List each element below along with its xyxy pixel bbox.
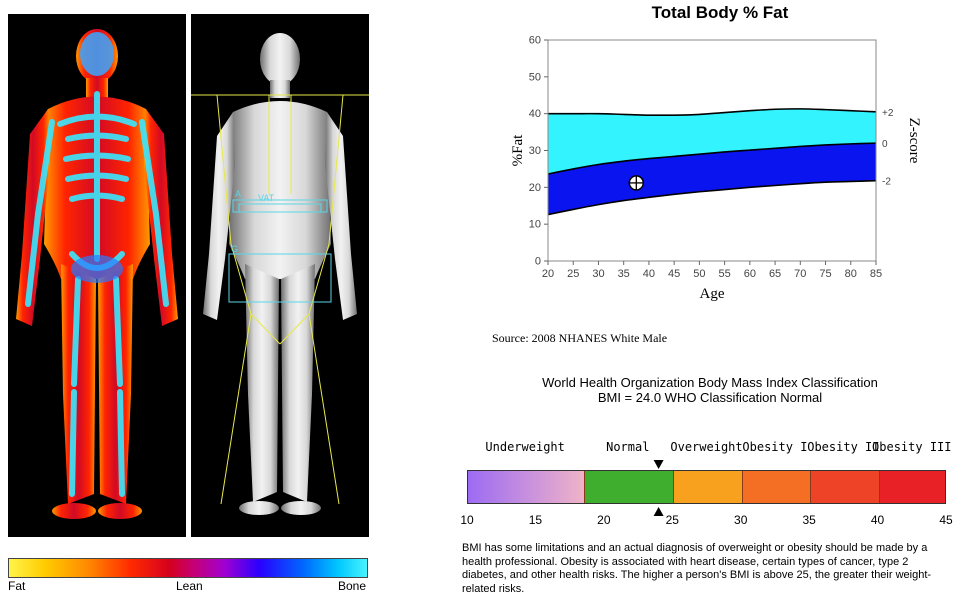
bmi-category-label: Obesity III: [872, 440, 952, 454]
bmi-category-label: Underweight: [485, 440, 565, 454]
bmi-category-label: Overweight: [670, 440, 743, 454]
bmi-note: BMI has some limitations and an actual d…: [462, 542, 932, 595]
x-tick-label: 25: [567, 268, 579, 280]
bmi-category-label: Obesity II: [807, 440, 880, 454]
chart-source: Source: 2008 NHANES White Male: [492, 331, 668, 345]
colorbar-label-bone: Bone: [338, 579, 367, 593]
bmi-scale-bar: [467, 470, 946, 504]
colorbar-label-lean: Lean: [176, 579, 203, 593]
series-line-plus2: [547, 108, 877, 117]
colorbar-label-fat: Fat: [8, 579, 26, 593]
grayscale-body-figure: A VAT G: [191, 33, 369, 515]
body-fat-chart: 0 10 20 30 40 50 60 20 25 30 35 40 45 50 55 60 65 70 75 80 8…: [510, 35, 922, 303]
series-line-0: [547, 142, 877, 175]
bmi-segment-normal: [584, 471, 675, 503]
bmi-category-label: Obesity I: [742, 440, 808, 454]
region-label-vat: VAT: [258, 193, 275, 203]
bmi-segment-obesity-ii: [810, 471, 880, 503]
x-tick-label: 20: [542, 268, 554, 280]
y-tick-label: 0: [535, 256, 541, 268]
chart-title: Total Body % Fat: [651, 3, 789, 22]
x-axis-label: Age: [700, 286, 725, 302]
z-score-label: -2: [882, 177, 891, 188]
bmi-tick-label: 35: [802, 513, 816, 527]
bmi-title-line1: World Health Organization Body Mass Inde…: [542, 375, 878, 390]
bmi-tick-label: 25: [665, 513, 679, 527]
bmi-segment-obesity-iii: [878, 471, 945, 503]
x-tick-label: 60: [744, 268, 756, 280]
y-tick-label: 20: [529, 182, 541, 194]
colorized-body-scan: [8, 14, 186, 537]
y-axis-label: %Fat: [510, 134, 526, 166]
x-tick-label: 45: [668, 268, 680, 280]
bmi-segment-underweight: [468, 471, 585, 503]
colorized-body-figure: [16, 29, 178, 519]
y-tick-label: 30: [529, 145, 541, 157]
bmi-marker-top: [653, 460, 664, 469]
series-line-minus2: [547, 179, 877, 216]
x-tick-label: 80: [845, 268, 857, 280]
x-tick-label: 50: [693, 268, 705, 280]
bmi-value-markers: [653, 460, 664, 516]
x-tick-label: 75: [819, 268, 831, 280]
bmi-tick-label: 40: [870, 513, 885, 527]
bmi-segment-overweight: [673, 471, 743, 503]
z-score-label: 0: [882, 139, 888, 150]
bmi-tick-label: 20: [597, 513, 611, 527]
x-tick-label: 65: [769, 268, 781, 280]
upper-band-area: [548, 108, 876, 175]
z-axis-label: Z-score: [906, 118, 922, 164]
tissue-colorbar: [8, 558, 368, 578]
bmi-title-line2: BMI = 24.0 WHO Classification Normal: [597, 390, 823, 405]
bmi-tick-label: 10: [460, 513, 474, 527]
bmi-tick-label: 30: [734, 513, 748, 527]
x-tick-label: 55: [718, 268, 730, 280]
y-tick-label: 50: [529, 71, 541, 83]
bmi-title: World Health Organization Body Mass Inde…: [480, 375, 940, 405]
region-label-a: A: [235, 189, 241, 199]
x-tick-label: 40: [643, 268, 655, 280]
x-tick-label: 70: [794, 268, 806, 280]
bmi-tick-label: 15: [528, 513, 543, 527]
y-tick-label: 10: [529, 219, 541, 231]
y-tick-label: 60: [529, 35, 541, 47]
y-tick-label: 40: [529, 108, 541, 120]
bmi-segment-obesity-i: [741, 471, 812, 503]
bmi-marker-bottom: [653, 507, 664, 516]
z-score-label: +2: [882, 108, 894, 119]
grayscale-body-scan: A VAT G: [191, 14, 369, 537]
x-tick-label: 35: [618, 268, 630, 280]
bmi-category-label: Normal: [606, 440, 650, 454]
x-tick-label: 85: [870, 268, 882, 280]
x-tick-label: 30: [592, 268, 604, 280]
region-label-g: G: [231, 244, 238, 254]
bmi-tick-label: 45: [939, 513, 953, 527]
